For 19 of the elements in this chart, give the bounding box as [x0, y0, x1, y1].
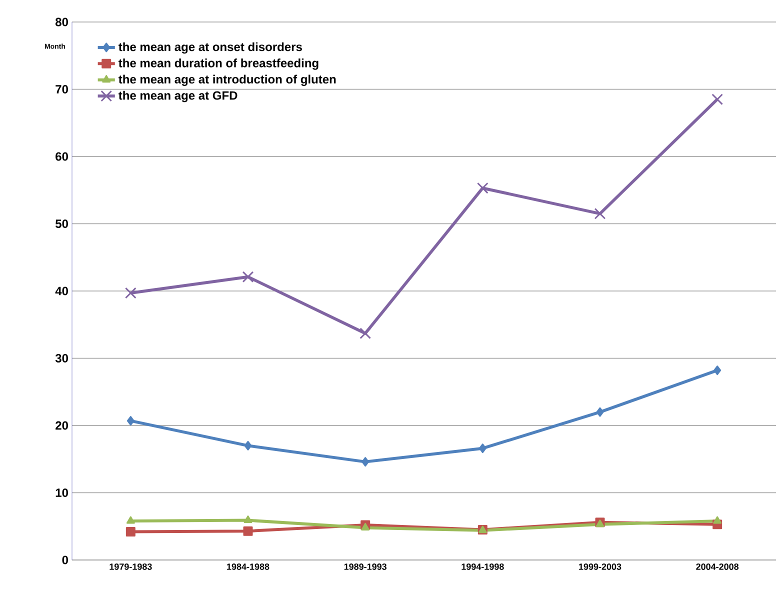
y-tick-label: 20	[56, 421, 68, 430]
legend-label: the mean age at GFD	[118, 90, 238, 102]
legend-label: the mean age at onset disorders	[118, 42, 302, 54]
y-tick-label: 10	[56, 488, 68, 497]
x-tick-label: 1979-1983	[110, 564, 152, 570]
legend-label: the mean duration of breastfeeding	[118, 58, 318, 70]
x-tick-label: 1984-1988	[227, 564, 270, 570]
y-tick-label: 30	[55, 354, 68, 363]
legend-label: the mean age at introduction of gluten	[118, 74, 336, 86]
x-tick-label: 1989-1993	[344, 564, 387, 570]
y-tick-label: 70	[56, 85, 68, 94]
x-tick-label: 1999-2003	[579, 564, 622, 570]
y-tick-label: 0	[62, 556, 68, 564]
y-tick-label: 80	[56, 18, 68, 26]
y-tick-label: 50	[56, 220, 68, 228]
y-tick-label: 60	[56, 152, 68, 161]
x-tick-label: 1994-1998	[462, 564, 504, 570]
x-tick-label: 2004-2008	[696, 564, 739, 570]
y-tick-label: 40	[55, 286, 68, 296]
